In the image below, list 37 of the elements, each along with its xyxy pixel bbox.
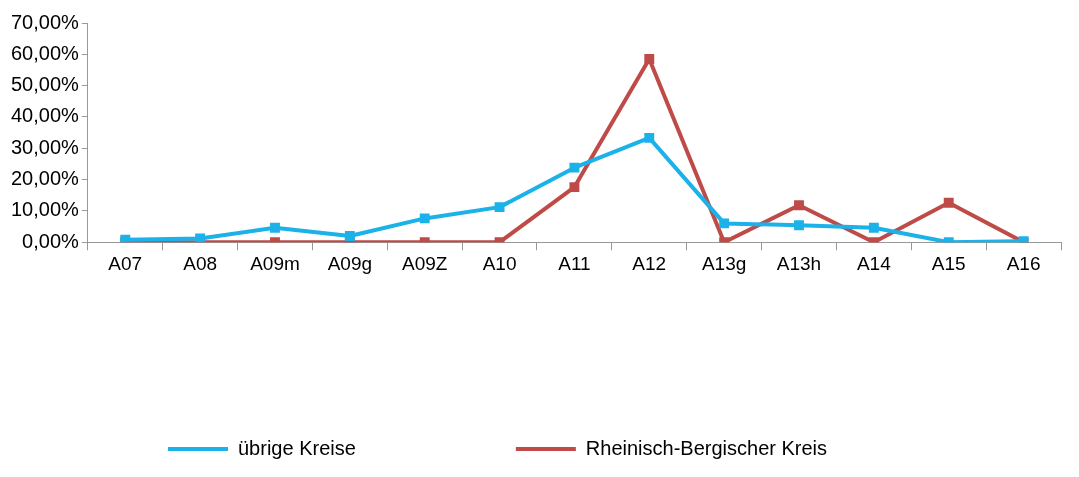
- point: [719, 218, 730, 229]
- y-tick-label: 30,00%: [10, 135, 80, 158]
- x-tick-label: A11: [558, 252, 591, 274]
- x-tick-label: A13h: [776, 252, 822, 274]
- y-tick-label: 10,00%: [10, 198, 80, 221]
- point: [569, 162, 580, 173]
- x-tick-label: A08: [183, 252, 218, 274]
- point: [644, 54, 655, 64]
- point: [344, 230, 355, 241]
- point: [419, 213, 430, 224]
- point: [794, 220, 804, 231]
- legend-label: übrige Kreise: [238, 436, 356, 459]
- point: [794, 200, 804, 211]
- point: [270, 222, 280, 233]
- y-tick-label: 60,00%: [10, 41, 80, 64]
- y-tick-label: 0,00%: [22, 229, 80, 252]
- point: [195, 233, 206, 243]
- x-tick-label: A13g: [701, 252, 747, 274]
- x-tick-label: A10: [482, 252, 517, 274]
- x-tick-label: A09g: [327, 252, 373, 274]
- point: [494, 202, 505, 213]
- x-tick-label: A16: [1006, 252, 1041, 274]
- x-tick-label: A14: [856, 252, 892, 274]
- legend-label: Rheinisch-Bergischer Kreis: [585, 436, 828, 459]
- x-tick-label: A09m: [250, 252, 300, 274]
- point: [868, 222, 879, 233]
- x-tick-label: A07: [108, 252, 143, 274]
- y-tick-label: 70,00%: [10, 10, 80, 33]
- y-tick-label: 20,00%: [10, 167, 80, 190]
- y-tick-label: 40,00%: [10, 104, 80, 127]
- x-tick-label: A12: [632, 252, 667, 274]
- y-tick-label: 50,00%: [10, 73, 80, 96]
- point: [943, 197, 954, 208]
- point: [569, 182, 580, 193]
- point: [644, 132, 655, 143]
- x-tick-label: A09Z: [401, 252, 448, 274]
- x-tick-label: A15: [931, 252, 966, 274]
